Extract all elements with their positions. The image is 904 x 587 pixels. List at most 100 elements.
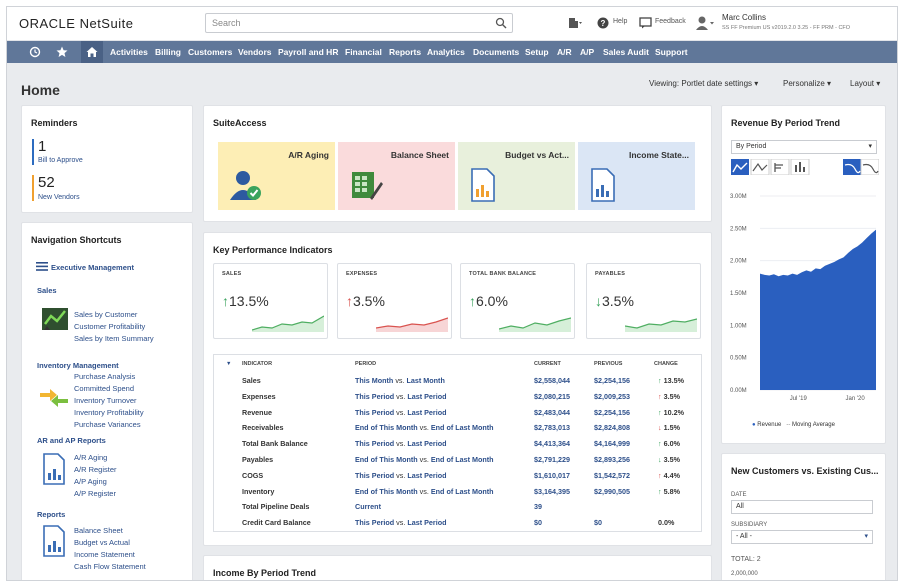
kpi-table-row[interactable]: Total Pipeline Deals Current 39 [214, 499, 701, 515]
col-header-indicator[interactable]: INDICATOR [242, 361, 273, 367]
home-tab[interactable] [81, 41, 103, 63]
shortcut-link[interactable]: Inventory Turnover [74, 396, 137, 405]
kpi-table-row[interactable]: Receivables End of This Month vs. End of … [214, 420, 701, 436]
nav-activities[interactable]: Activities [110, 47, 148, 57]
legend-moving-average[interactable]: Moving Average [792, 422, 835, 428]
shortcut-link[interactable]: A/P Aging [74, 477, 107, 486]
recent-records-icon[interactable] [567, 17, 583, 29]
tile-income-statement[interactable]: Income State... [578, 142, 695, 210]
kpi-table-row[interactable]: COGS This Period vs. Last Period $1,610,01… [214, 468, 701, 484]
shortcut-link[interactable]: A/R Register [74, 465, 117, 474]
favorites-star-icon[interactable] [56, 46, 68, 58]
reminder-count[interactable]: 1 [38, 138, 47, 155]
shortcut-link[interactable]: Balance Sheet [74, 526, 123, 535]
col-header-period[interactable]: PERIOD [355, 361, 377, 367]
nav-setup[interactable]: Setup [525, 47, 549, 57]
nav-analytics[interactable]: Analytics [427, 47, 465, 57]
kpi-current[interactable]: $4,413,364 [534, 439, 570, 449]
kpi-previous[interactable]: $0 [594, 518, 602, 528]
nav-vendors[interactable]: Vendors [238, 47, 272, 57]
shortcut-link[interactable]: Customer Profitability [74, 322, 146, 331]
col-header-previous[interactable]: PREVIOUS [594, 361, 623, 367]
recent-history-icon[interactable] [29, 46, 41, 58]
kpi-card-total-bank-balance[interactable]: TOTAL BANK BALANCE ↑6.0% [460, 263, 575, 339]
kpi-previous[interactable]: $2,254,156 [594, 376, 630, 385]
nav-ar[interactable]: A/R [557, 47, 572, 57]
kpi-previous[interactable]: $4,164,999 [594, 439, 630, 449]
kpi-table-row[interactable]: Sales This Month vs. Last Month $2,558,044… [214, 373, 701, 389]
subsidiary-select[interactable]: - All - ▾ [731, 530, 873, 544]
kpi-previous[interactable]: $2,254,156 [594, 407, 630, 417]
shortcut-link[interactable]: Committed Spend [74, 384, 135, 393]
area-chart-type-icon[interactable] [731, 159, 749, 175]
kpi-current[interactable]: $2,080,215 [534, 391, 570, 401]
shortcut-link[interactable]: A/R Aging [74, 453, 108, 462]
kpi-table-row[interactable]: Revenue This Period vs. Last Period $2,483… [214, 405, 701, 421]
nav-billing[interactable]: Billing [155, 47, 181, 57]
reminder-label[interactable]: New Vendors [38, 194, 80, 201]
kpi-period[interactable]: This Period vs. Last Period [355, 518, 447, 528]
global-search-input[interactable]: Search [205, 13, 513, 33]
kpi-current[interactable]: $2,791,229 [534, 455, 570, 464]
kpi-table-row[interactable]: Total Bank Balance This Period vs. Last P… [214, 436, 701, 452]
feedback-icon[interactable] [639, 17, 652, 29]
kpi-table-row[interactable]: Credit Card Balance This Period vs. Last … [214, 515, 701, 531]
kpi-period[interactable]: End of This Month vs. End of Last Month [355, 455, 494, 464]
nav-customers[interactable]: Customers [188, 47, 233, 57]
kpi-table-row[interactable]: Inventory End of This Month vs. End of La… [214, 484, 701, 500]
shortcut-link[interactable]: A/P Register [74, 489, 116, 498]
nav-reports[interactable]: Reports [389, 47, 422, 57]
kpi-card-sales[interactable]: SALES ↑13.5% [213, 263, 328, 339]
layout-dropdown[interactable]: Layout ▾ [850, 79, 880, 88]
kpi-table-row[interactable]: Expenses This Period vs. Last Period $2,08… [214, 389, 701, 405]
kpi-card-expenses[interactable]: EXPENSES ↑3.5% [337, 263, 452, 339]
kpi-period[interactable]: This Period vs. Last Period [355, 391, 447, 401]
shortcut-link[interactable]: Income Statement [74, 550, 135, 559]
revenue-area[interactable] [760, 229, 876, 390]
kpi-period[interactable]: This Period vs. Last Period [355, 439, 447, 449]
kpi-previous[interactable]: $2,009,253 [594, 391, 630, 401]
shortcut-link[interactable]: Purchase Analysis [74, 372, 136, 381]
tile-balance-sheet[interactable]: Balance Sheet [338, 142, 455, 210]
oracle-netsuite-logo[interactable]: ORACLE NetSuite [19, 16, 134, 31]
col-header-current[interactable]: CURRENT [534, 361, 561, 367]
nav-ap[interactable]: A/P [580, 47, 595, 57]
kpi-previous[interactable]: $1,542,572 [594, 470, 630, 480]
kpi-current[interactable]: $2,558,044 [534, 376, 570, 385]
kpi-current[interactable]: $3,164,395 [534, 486, 570, 496]
reminder-count[interactable]: 52 [38, 174, 55, 191]
kpi-previous[interactable]: $2,893,256 [594, 455, 630, 464]
kpi-current[interactable]: $2,483,044 [534, 407, 570, 417]
period-select[interactable]: By Period ▾ [731, 140, 877, 154]
user-avatar-icon[interactable] [695, 15, 715, 31]
tile-ar-aging[interactable]: A/R Aging [218, 142, 335, 210]
nav-payroll-hr[interactable]: Payroll and HR [278, 47, 339, 57]
shortcut-link[interactable]: Sales by Item Summary [74, 334, 154, 343]
column-chart-type-icon[interactable] [770, 159, 790, 175]
kpi-current[interactable]: 39 [534, 502, 542, 512]
kpi-period[interactable]: This Month vs. Last Month [355, 376, 445, 385]
tile-budget-vs-actual[interactable]: Budget vs Act... [458, 142, 575, 210]
help-link[interactable]: Help [613, 18, 628, 25]
kpi-period[interactable]: Current [355, 502, 381, 512]
shortcut-link[interactable]: Budget vs Actual [74, 538, 130, 547]
kpi-current[interactable]: $1,610,017 [534, 470, 570, 480]
kpi-period[interactable]: End of This Month vs. End of Last Month [355, 486, 494, 496]
shortcut-executive-management[interactable]: Executive Management [51, 263, 134, 272]
kpi-previous[interactable]: $2,990,505 [594, 486, 630, 496]
search-icon[interactable] [495, 17, 507, 29]
kpi-current[interactable]: $0 [534, 518, 542, 528]
nav-sales-audit[interactable]: Sales Audit [603, 47, 649, 57]
nav-financial[interactable]: Financial [345, 47, 382, 57]
personalize-dropdown[interactable]: Personalize ▾ [783, 79, 831, 88]
kpi-period[interactable]: This Period vs. Last Period [355, 407, 447, 417]
trend-type-toggle[interactable] [843, 159, 879, 175]
kpi-table-row[interactable]: Payables End of This Month vs. End of Las… [214, 452, 701, 468]
shortcut-link[interactable]: Purchase Variances [74, 420, 141, 429]
nav-support[interactable]: Support [655, 47, 688, 57]
nav-documents[interactable]: Documents [473, 47, 520, 57]
kpi-period[interactable]: End of This Month vs. End of Last Month [355, 423, 494, 433]
kpi-period[interactable]: This Period vs. Last Period [355, 470, 447, 480]
reminder-label[interactable]: Bill to Approve [38, 157, 83, 164]
shortcut-link[interactable]: Inventory Profitability [74, 408, 144, 417]
